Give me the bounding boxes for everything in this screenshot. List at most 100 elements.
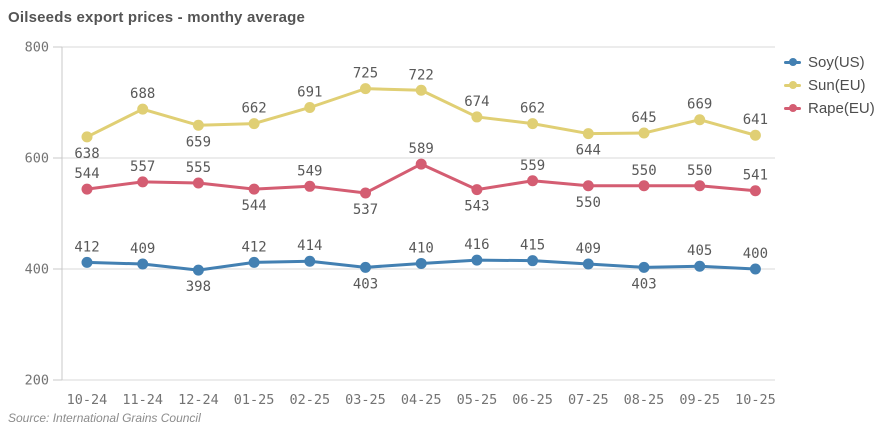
data-point-soy-us[interactable] bbox=[471, 254, 483, 266]
data-label-rape-eu: 541 bbox=[743, 168, 768, 184]
data-label-sun-eu: 645 bbox=[631, 110, 656, 126]
data-point-sun-eu[interactable] bbox=[304, 101, 316, 113]
data-point-rape-eu[interactable] bbox=[471, 184, 483, 196]
data-label-sun-eu: 659 bbox=[186, 134, 211, 150]
data-point-sun-eu[interactable] bbox=[749, 129, 761, 141]
data-point-soy-us[interactable] bbox=[248, 256, 260, 268]
data-label-rape-eu: 550 bbox=[576, 195, 601, 211]
data-label-rape-eu: 589 bbox=[409, 141, 434, 157]
data-label-soy-us: 400 bbox=[743, 246, 768, 262]
data-label-soy-us: 412 bbox=[74, 239, 99, 255]
data-point-sun-eu[interactable] bbox=[248, 118, 260, 130]
data-label-rape-eu: 555 bbox=[186, 160, 211, 176]
data-point-sun-eu[interactable] bbox=[527, 118, 539, 130]
data-point-rape-eu[interactable] bbox=[360, 187, 371, 199]
legend-label: Soy(US) bbox=[808, 53, 865, 71]
data-point-sun-eu[interactable] bbox=[137, 103, 149, 115]
data-point-sun-eu[interactable] bbox=[471, 111, 483, 123]
x-tick-label: 07-25 bbox=[568, 392, 609, 408]
data-point-soy-us[interactable] bbox=[527, 255, 539, 267]
x-tick-label: 01-25 bbox=[234, 392, 275, 408]
data-point-sun-eu[interactable] bbox=[360, 83, 371, 95]
data-label-sun-eu: 641 bbox=[743, 112, 768, 128]
source-note: Source: International Grains Council bbox=[8, 411, 201, 425]
legend-item-soy-us[interactable]: Soy(US) bbox=[784, 53, 875, 71]
data-point-rape-eu[interactable] bbox=[415, 158, 427, 170]
y-tick-label: 200 bbox=[25, 373, 49, 389]
data-point-soy-us[interactable] bbox=[81, 256, 93, 268]
data-point-sun-eu[interactable] bbox=[638, 127, 650, 139]
data-label-sun-eu: 725 bbox=[353, 66, 378, 82]
data-label-soy-us: 410 bbox=[409, 240, 434, 256]
data-label-rape-eu: 557 bbox=[130, 159, 155, 175]
data-label-soy-us: 403 bbox=[353, 276, 378, 292]
data-point-sun-eu[interactable] bbox=[415, 84, 427, 96]
data-point-rape-eu[interactable] bbox=[749, 185, 761, 197]
data-point-rape-eu[interactable] bbox=[694, 180, 706, 192]
legend-item-sun-eu[interactable]: Sun(EU) bbox=[784, 76, 875, 94]
legend: Soy(US) Sun(EU) Rape(EU) bbox=[784, 54, 875, 123]
data-point-soy-us[interactable] bbox=[137, 258, 149, 270]
data-point-rape-eu[interactable] bbox=[192, 177, 204, 189]
data-label-rape-eu: 549 bbox=[297, 163, 322, 179]
data-label-soy-us: 414 bbox=[297, 238, 322, 254]
data-point-rape-eu[interactable] bbox=[137, 176, 149, 188]
data-label-sun-eu: 662 bbox=[520, 101, 545, 117]
data-point-soy-us[interactable] bbox=[415, 257, 427, 269]
data-point-rape-eu[interactable] bbox=[304, 180, 316, 192]
data-label-sun-eu: 722 bbox=[409, 67, 434, 83]
data-label-sun-eu: 691 bbox=[297, 84, 322, 100]
data-point-sun-eu[interactable] bbox=[192, 119, 204, 131]
x-tick-label: 05-25 bbox=[457, 392, 498, 408]
data-point-soy-us[interactable] bbox=[582, 258, 594, 270]
data-point-soy-us[interactable] bbox=[304, 255, 316, 267]
legend-item-rape-eu[interactable]: Rape(EU) bbox=[784, 99, 875, 117]
data-point-sun-eu[interactable] bbox=[81, 131, 93, 143]
x-tick-label: 08-25 bbox=[624, 392, 665, 408]
y-tick-label: 800 bbox=[25, 40, 49, 56]
legend-marker-icon bbox=[784, 57, 801, 67]
y-tick-label: 400 bbox=[25, 262, 49, 278]
x-tick-label: 03-25 bbox=[345, 392, 386, 408]
legend-marker-icon bbox=[784, 103, 801, 113]
data-point-rape-eu[interactable] bbox=[81, 183, 93, 195]
x-tick-label: 09-25 bbox=[679, 392, 720, 408]
data-point-soy-us[interactable] bbox=[638, 261, 650, 273]
legend-label: Sun(EU) bbox=[808, 76, 866, 94]
data-label-rape-eu: 544 bbox=[74, 166, 99, 182]
x-tick-label: 02-25 bbox=[289, 392, 330, 408]
data-label-sun-eu: 638 bbox=[74, 146, 99, 162]
data-point-rape-eu[interactable] bbox=[582, 180, 594, 192]
data-label-soy-us: 409 bbox=[130, 241, 155, 257]
data-point-soy-us[interactable] bbox=[749, 263, 761, 275]
data-label-rape-eu: 550 bbox=[687, 163, 712, 179]
legend-label: Rape(EU) bbox=[808, 99, 875, 117]
data-label-soy-us: 398 bbox=[186, 279, 211, 295]
data-point-rape-eu[interactable] bbox=[527, 175, 539, 187]
data-label-soy-us: 403 bbox=[631, 276, 656, 292]
data-point-sun-eu[interactable] bbox=[694, 114, 706, 126]
data-point-rape-eu[interactable] bbox=[248, 183, 260, 195]
x-tick-label: 06-25 bbox=[512, 392, 553, 408]
x-tick-label: 10-24 bbox=[67, 392, 108, 408]
data-label-rape-eu: 544 bbox=[241, 198, 266, 214]
data-label-soy-us: 412 bbox=[241, 239, 266, 255]
data-label-sun-eu: 662 bbox=[241, 101, 266, 117]
data-label-soy-us: 416 bbox=[464, 237, 489, 253]
data-label-rape-eu: 550 bbox=[631, 163, 656, 179]
x-tick-label: 11-24 bbox=[122, 392, 163, 408]
data-label-rape-eu: 537 bbox=[353, 202, 378, 218]
legend-marker-icon bbox=[784, 80, 801, 90]
data-label-sun-eu: 674 bbox=[464, 94, 489, 110]
data-point-rape-eu[interactable] bbox=[638, 180, 650, 192]
x-tick-label: 10-25 bbox=[735, 392, 776, 408]
x-tick-label: 12-24 bbox=[178, 392, 219, 408]
chart-title: Oilseeds export prices - monthy average bbox=[8, 9, 306, 26]
data-point-sun-eu[interactable] bbox=[582, 128, 594, 140]
data-point-soy-us[interactable] bbox=[360, 261, 371, 273]
data-label-soy-us: 405 bbox=[687, 243, 712, 259]
data-label-soy-us: 415 bbox=[520, 238, 545, 254]
data-point-soy-us[interactable] bbox=[694, 260, 706, 272]
data-label-rape-eu: 543 bbox=[464, 199, 489, 215]
data-point-soy-us[interactable] bbox=[192, 264, 204, 276]
